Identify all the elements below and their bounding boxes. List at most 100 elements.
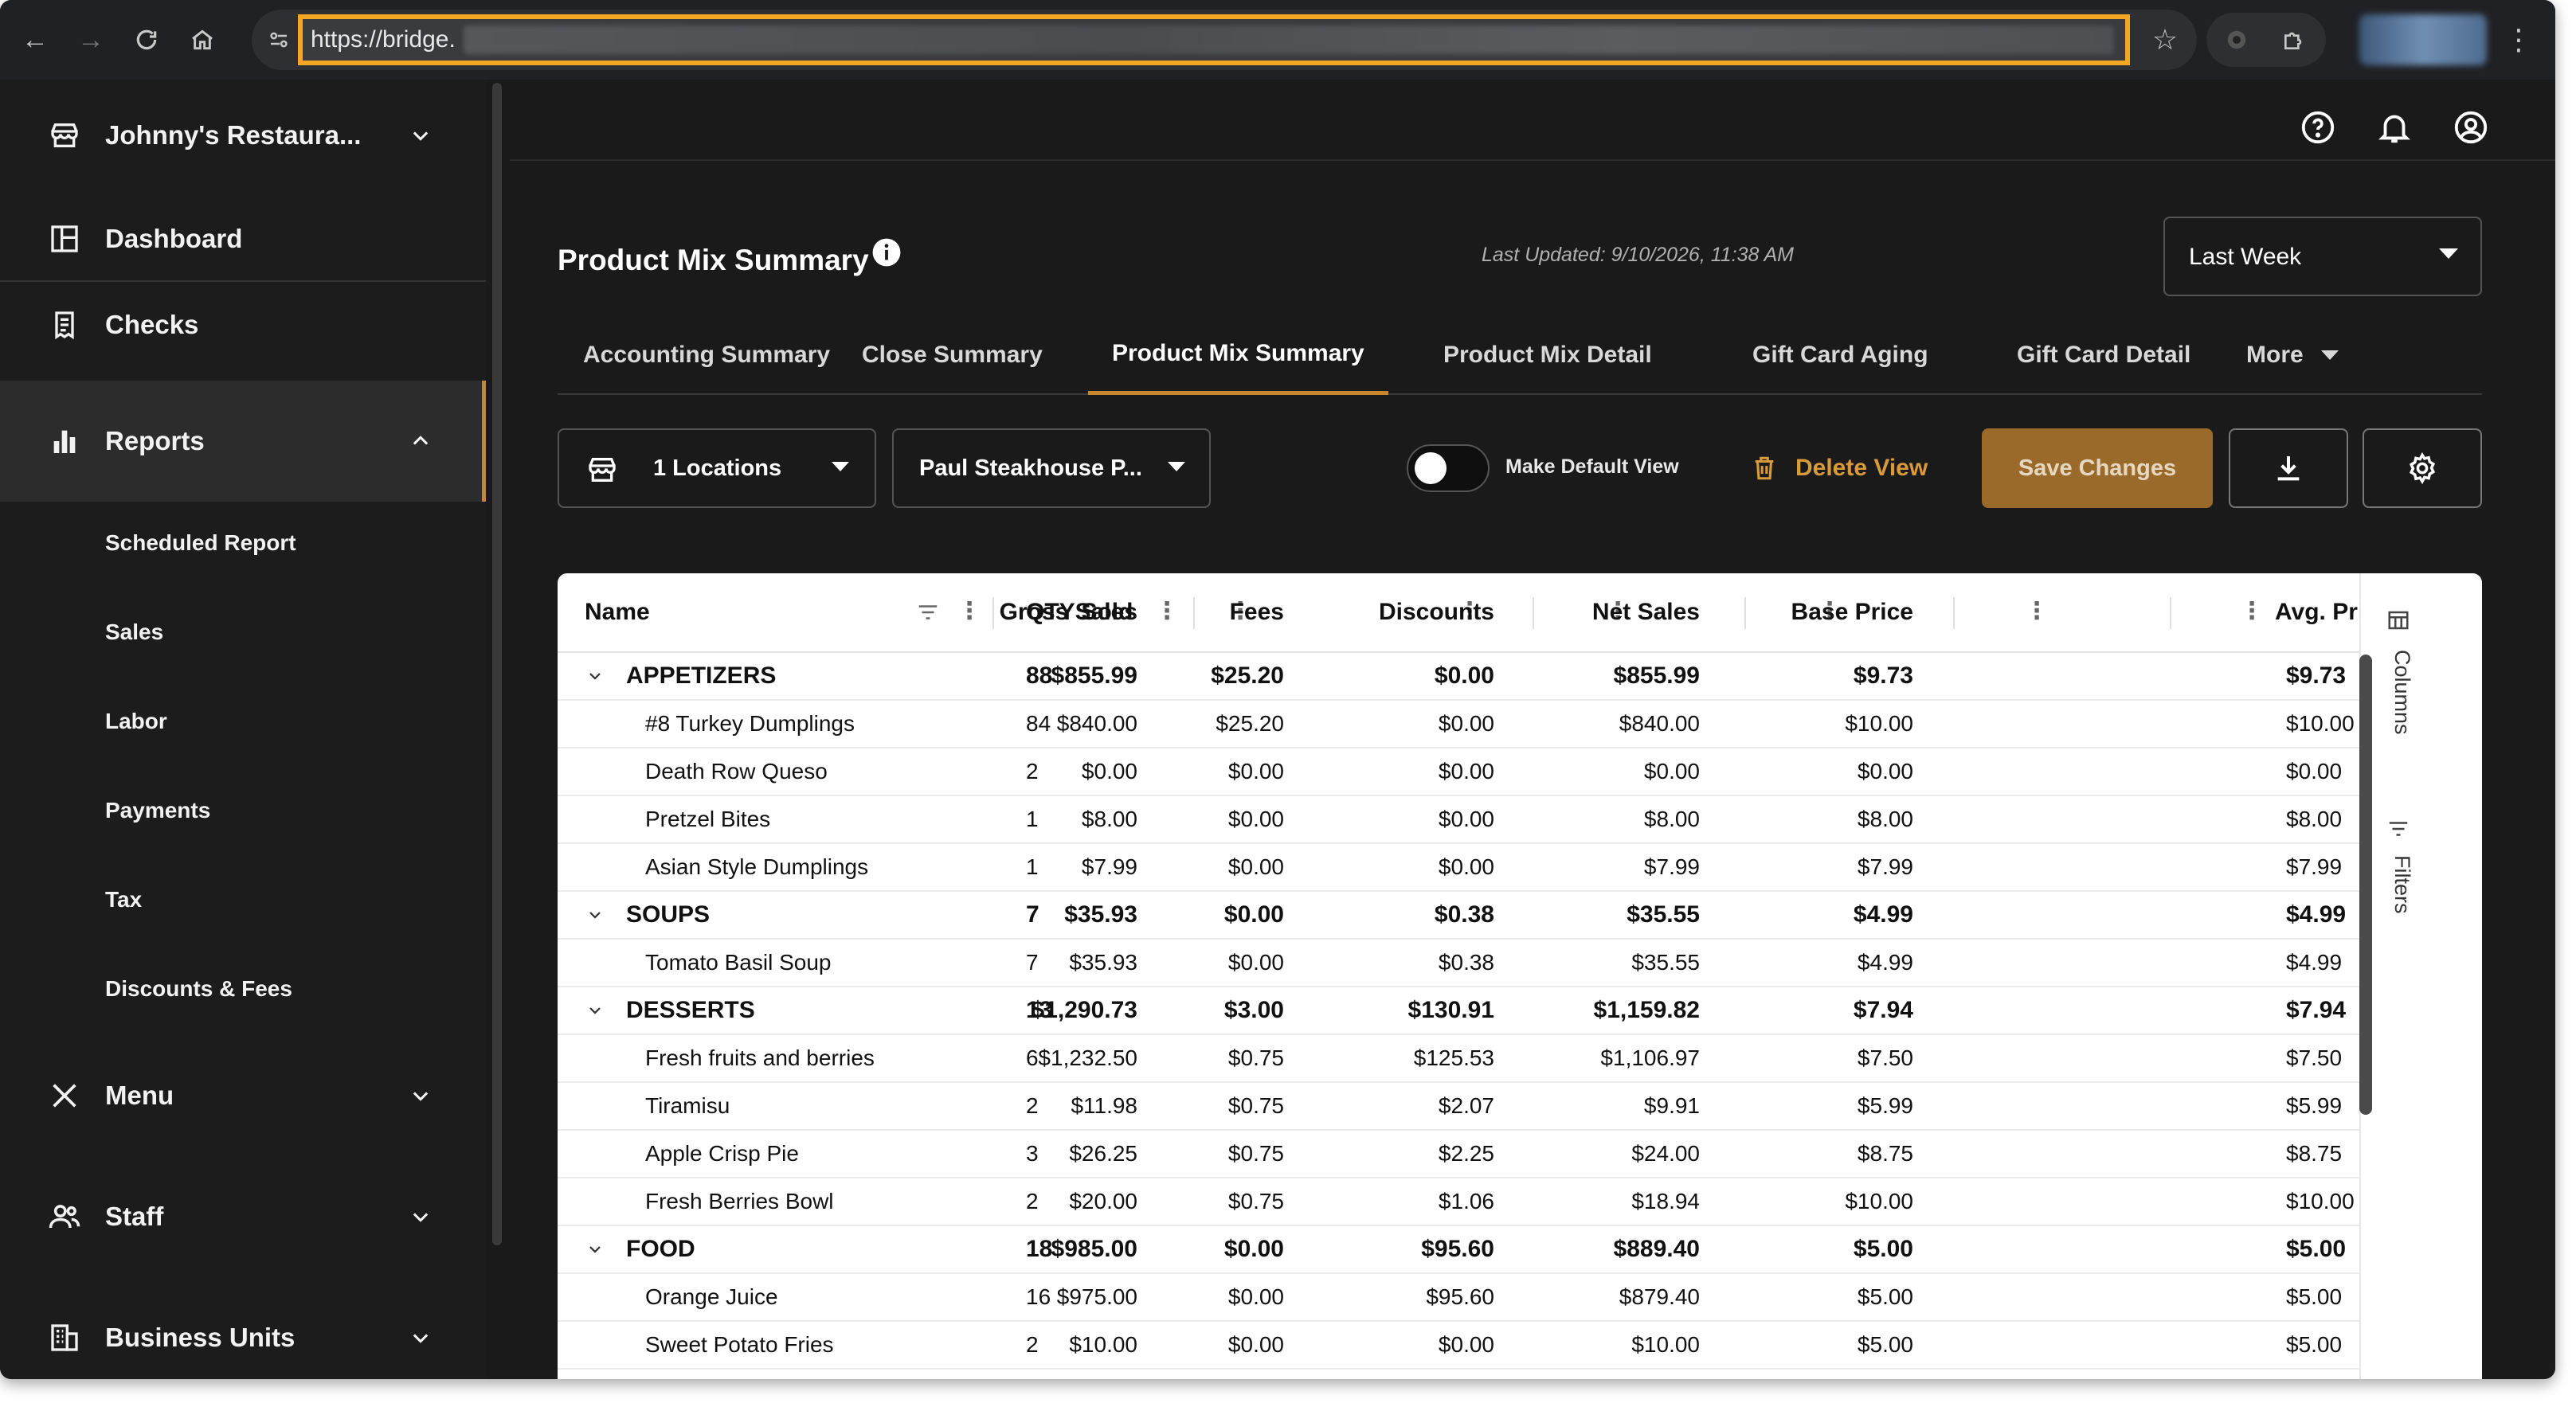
reload-icon[interactable] — [124, 18, 169, 62]
main-content: Product Mix Summary Last Updated: 9/10/2… — [510, 80, 2555, 1379]
site-settings-icon[interactable] — [260, 21, 298, 59]
column-menu-icon[interactable]: ⋮ — [1818, 598, 1842, 624]
columns-icon[interactable] — [2386, 608, 2414, 635]
tab-accounting-summary[interactable]: Accounting Summary — [558, 315, 855, 395]
locations-select[interactable]: 1 Locations — [558, 428, 876, 508]
col-header-avg-price[interactable]: Avg. Price — [2275, 599, 2359, 625]
chevron-down-icon[interactable] — [588, 1003, 602, 1018]
last-updated: Last Updated: 9/10/2026, 11:38 AM — [1482, 244, 1794, 266]
column-menu-icon[interactable]: ⋮ — [1606, 598, 1630, 624]
forward-icon[interactable]: → — [77, 24, 104, 55]
delete-view-button[interactable]: Delete View — [1751, 447, 1928, 489]
sidebar-item-reports[interactable]: Reports — [0, 381, 486, 502]
sidebar-item-menu[interactable]: Menu — [0, 1056, 486, 1135]
avg-price-clip: $9.73 — [2286, 653, 2359, 699]
tab-product-mix-summary[interactable]: Product Mix Summary — [1088, 315, 1388, 395]
col-header-net-sales[interactable]: Net Sales — [1591, 599, 1700, 625]
col-header-name[interactable]: Name — [585, 599, 650, 625]
make-default-toggle[interactable] — [1407, 444, 1490, 492]
extension-icon[interactable] — [2216, 19, 2257, 61]
column-menu-icon[interactable]: ⋮ — [957, 598, 981, 624]
avg-price-cell: $0.00 — [2286, 759, 2343, 784]
filters-panel-tab[interactable]: Filters — [2390, 855, 2414, 914]
col-header-discounts[interactable]: Discounts — [1378, 599, 1494, 625]
qty-sold-cell: 2 — [1026, 1189, 1039, 1213]
restaurant-selector[interactable]: Johnny's Restaura... — [0, 96, 486, 175]
column-menu-icon[interactable]: ⋮ — [1458, 598, 1482, 624]
col-header-fees[interactable]: Fees — [1229, 599, 1284, 625]
tab-gift-card-aging[interactable]: Gift Card Aging — [1736, 315, 1944, 395]
sidebar-item-business-units[interactable]: Business Units — [0, 1298, 486, 1378]
chevron-down-icon[interactable] — [588, 669, 602, 683]
column-menu-icon[interactable]: ⋮ — [2240, 598, 2264, 624]
sidebar-item-label: Reports — [105, 426, 205, 455]
bell-icon[interactable] — [2372, 105, 2417, 150]
column-separator[interactable] — [2170, 597, 2171, 629]
chevron-down-icon[interactable] — [588, 1242, 602, 1256]
sidebar-subitem-scheduled-report[interactable]: Scheduled Report — [105, 530, 296, 555]
sidebar-item-label: Checks — [105, 310, 199, 339]
group-row[interactable]: DESSERTS 13 $1,290.73 $3.00 $130.91 $1,159.82… — [558, 987, 2359, 1035]
sidebar-item-staff[interactable]: Staff — [0, 1177, 486, 1256]
tab-more[interactable]: More — [2230, 315, 2355, 395]
group-row[interactable]: APPETIZERS 88 $855.99 $25.20 $0.00 $855.99 $9.… — [558, 653, 2359, 701]
col-header-gross-sales[interactable]: Gross Sales — [999, 599, 1137, 625]
help-icon[interactable] — [2296, 105, 2340, 150]
table-body: APPETIZERS 88 $855.99 $25.20 $0.00 $855.99 $9.… — [558, 653, 2359, 1370]
table-row: Asian Style Dumplings 1 $7.99 $0.00 $0.00 $7.… — [558, 844, 2359, 892]
bookmark-star-icon[interactable]: ☆ — [2151, 23, 2179, 56]
avg-price-clip: $4.99 — [2286, 940, 2359, 986]
blurred-url-region — [463, 25, 2114, 54]
sidebar-subitem-discounts-fees[interactable]: Discounts & Fees — [105, 976, 292, 1001]
bar-chart-icon — [46, 423, 83, 459]
account-icon[interactable] — [2449, 105, 2493, 150]
column-separator[interactable] — [992, 597, 994, 629]
back-icon[interactable]: ← — [22, 24, 49, 55]
sidebar-subitem-tax[interactable]: Tax — [105, 887, 143, 912]
sidebar-item-dashboard[interactable]: Dashboard — [0, 199, 486, 279]
column-separator[interactable] — [1533, 597, 1534, 629]
group-row[interactable]: FOOD 18 $985.00 $0.00 $95.60 $889.40 $5.00 $5.0… — [558, 1226, 2359, 1274]
browser-menu-icon[interactable]: ⋮ — [2504, 23, 2533, 56]
info-icon[interactable] — [871, 237, 902, 268]
address-bar[interactable]: https://bridge. ☆ — [252, 10, 2197, 70]
profile-avatar[interactable] — [2359, 14, 2487, 65]
column-menu-icon[interactable]: ⋮ — [1228, 598, 1252, 624]
group-row[interactable]: SOUPS 7 $35.93 $0.00 $0.38 $35.55 $4.99 $4.99 — [558, 892, 2359, 940]
sidebar-subitem-sales[interactable]: Sales — [105, 619, 164, 644]
column-separator[interactable] — [1953, 597, 1955, 629]
period-select[interactable]: Last Week — [2163, 217, 2482, 296]
download-button[interactable] — [2229, 428, 2348, 508]
tab-gift-card-detail[interactable]: Gift Card Detail — [2001, 315, 2206, 395]
sidebar-item-checks[interactable]: Checks — [0, 285, 486, 365]
filter-icon[interactable] — [2386, 817, 2414, 844]
caret-down-icon — [2320, 350, 2339, 360]
col-header-qty-sold[interactable]: QTY Sold — [1026, 599, 1133, 625]
column-separator[interactable] — [1744, 597, 1746, 629]
column-menu-icon[interactable]: ⋮ — [1155, 598, 1179, 624]
chevron-down-icon — [405, 1080, 437, 1112]
avg-price-clip: $7.99 — [2286, 844, 2359, 890]
table-scrollbar[interactable] — [2359, 655, 2372, 1115]
utensils-icon — [46, 1077, 83, 1114]
columns-panel-tab[interactable]: Columns — [2390, 650, 2414, 735]
col-header-base-price[interactable]: Base Price — [1791, 599, 1913, 625]
name-cell: FOOD — [626, 1236, 695, 1262]
home-icon[interactable] — [180, 18, 225, 62]
tab-close-summary[interactable]: Close Summary — [846, 315, 1059, 395]
save-changes-button[interactable]: Save Changes — [1982, 428, 2213, 508]
receipt-icon — [46, 307, 83, 343]
column-menu-icon[interactable]: ⋮ — [2025, 598, 2049, 624]
chevron-down-icon[interactable] — [588, 908, 602, 922]
filter-lines-icon[interactable] — [916, 600, 940, 628]
sidebar-subitem-labor[interactable]: Labor — [105, 709, 167, 733]
column-separator[interactable] — [1193, 597, 1195, 629]
settings-button[interactable] — [2363, 428, 2482, 508]
tab-product-mix-detail[interactable]: Product Mix Detail — [1427, 315, 1668, 395]
sidebar-scrollbar[interactable] — [492, 83, 502, 1245]
view-select[interactable]: Paul Steakhouse P... — [892, 428, 1211, 508]
sidebar-subitem-payments[interactable]: Payments — [105, 798, 211, 823]
url-input[interactable]: https://bridge. — [298, 14, 2130, 65]
qty-sold-cell: 1 — [1026, 807, 1039, 831]
puzzle-icon[interactable] — [2273, 19, 2315, 61]
